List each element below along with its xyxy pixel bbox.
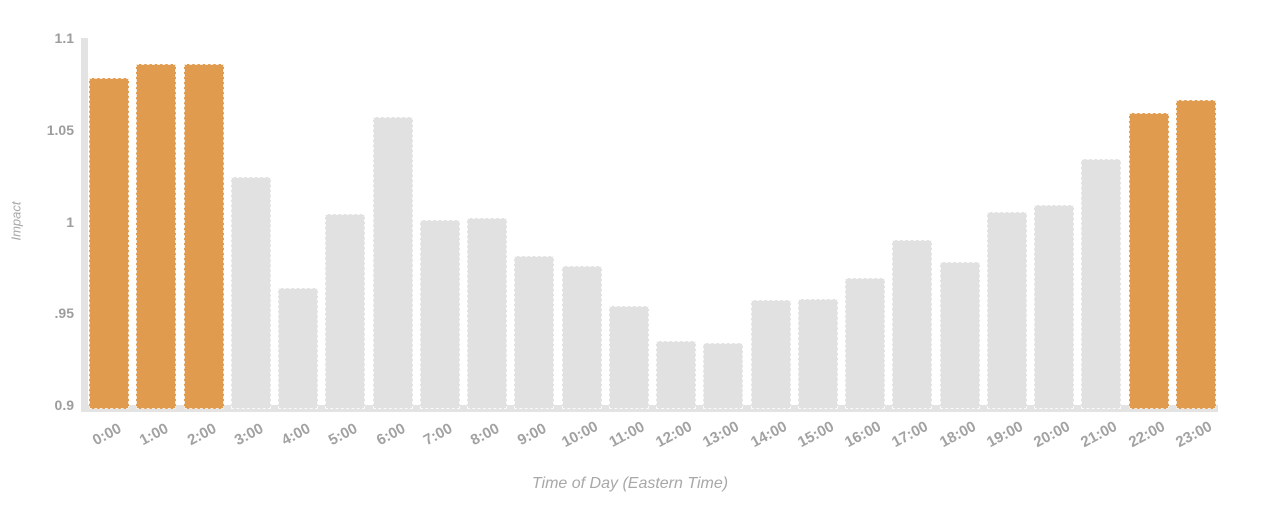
bar-9-00[interactable] (514, 256, 555, 409)
bar-10-00[interactable] (561, 265, 602, 409)
y-tick-label: 0.9 (54, 397, 74, 413)
bar-22-00[interactable] (1128, 113, 1169, 409)
y-axis-line (81, 38, 88, 412)
bar-12-00[interactable] (656, 340, 697, 409)
bar-5-00[interactable] (325, 214, 366, 409)
y-tick-label: 1.05 (46, 121, 74, 138)
bar-8-00[interactable] (467, 217, 508, 409)
bar-20-00[interactable] (1034, 204, 1075, 409)
bar-0-00[interactable] (89, 78, 129, 409)
bar-17-00[interactable] (892, 239, 933, 409)
bar-6-00[interactable] (372, 116, 413, 409)
bar-18-00[interactable] (939, 261, 980, 409)
y-tick-label: 1 (66, 213, 74, 230)
y-tick-label: .95 (54, 305, 74, 322)
x-axis-title: Time of Day (Eastern Time) (531, 475, 729, 492)
bar-3-00[interactable] (230, 177, 271, 409)
bar-11-00[interactable] (608, 305, 649, 409)
bar-15-00[interactable] (797, 298, 838, 409)
y-tick-label: 1.1 (54, 30, 74, 46)
x-axis-line (81, 405, 1218, 412)
bar-1-00[interactable] (136, 63, 177, 409)
bar-13-00[interactable] (703, 342, 744, 409)
bar-14-00[interactable] (750, 300, 791, 409)
bar-16-00[interactable] (845, 278, 886, 409)
bar-2-00[interactable] (183, 63, 224, 409)
bar-21-00[interactable] (1081, 159, 1122, 409)
bar-4-00[interactable] (278, 287, 319, 409)
bar-7-00[interactable] (419, 219, 460, 409)
bar-19-00[interactable] (986, 212, 1027, 409)
bar-23-00[interactable] (1175, 100, 1216, 409)
